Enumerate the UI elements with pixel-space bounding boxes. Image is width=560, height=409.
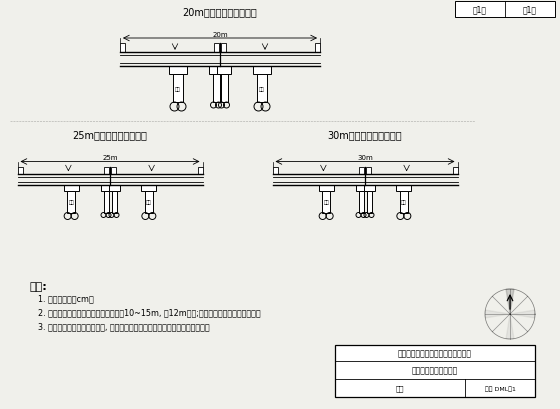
Bar <box>322 191 330 213</box>
Bar <box>315 44 320 53</box>
Bar <box>104 167 109 174</box>
Bar <box>335 345 535 397</box>
Bar <box>111 191 116 213</box>
Text: 30m: 30m <box>357 155 373 161</box>
Text: 25m箱梁断缝设置示意图: 25m箱梁断缝设置示意图 <box>73 130 147 139</box>
Bar <box>169 67 187 75</box>
Bar <box>214 44 219 53</box>
Bar <box>273 167 278 174</box>
Bar <box>366 167 371 174</box>
Text: 30m箱梁断缝设置示意图: 30m箱梁断缝设置示意图 <box>328 130 402 139</box>
Polygon shape <box>506 314 514 339</box>
Text: 25m: 25m <box>102 155 118 161</box>
Polygon shape <box>506 289 514 314</box>
Bar <box>359 167 364 174</box>
Text: 3. 变形缝采用等厚度胶板隔断, 断缝采用橡胶或沥青泥等不透水的弹性材料嵌填: 3. 变形缝采用等厚度胶板隔断, 断缝采用橡胶或沥青泥等不透水的弹性材料嵌填 <box>38 321 209 330</box>
Bar <box>400 191 408 213</box>
Text: 墩身: 墩身 <box>175 86 181 91</box>
Bar <box>363 185 375 191</box>
Text: 图号 DML图1: 图号 DML图1 <box>484 385 515 391</box>
Text: 桥梁上部结构及附属公用构造图设计: 桥梁上部结构及附属公用构造图设计 <box>398 348 472 357</box>
Bar <box>212 75 220 103</box>
Text: 20m箱梁断缝设置示意图: 20m箱梁断缝设置示意图 <box>183 7 258 17</box>
Text: 断缝墙断缝设置示意图: 断缝墙断缝设置示意图 <box>412 366 458 375</box>
Bar <box>198 167 203 174</box>
Text: 共1页: 共1页 <box>523 5 537 14</box>
Polygon shape <box>485 310 510 318</box>
Bar <box>366 191 371 213</box>
Text: 复核: 复核 <box>396 385 404 391</box>
Bar <box>104 191 109 213</box>
Text: 墩身: 墩身 <box>401 200 407 204</box>
Bar <box>120 44 125 53</box>
Bar <box>221 75 227 103</box>
Bar <box>356 185 366 191</box>
Bar <box>452 167 458 174</box>
Bar <box>358 191 363 213</box>
Text: 墩身: 墩身 <box>259 86 265 91</box>
Bar <box>173 75 183 103</box>
Text: 墩身: 墩身 <box>146 200 152 204</box>
Bar <box>109 185 119 191</box>
Text: 墩身: 墩身 <box>323 200 329 204</box>
Text: 第1页: 第1页 <box>473 5 487 14</box>
Bar <box>319 185 334 191</box>
Bar <box>396 185 412 191</box>
Bar <box>64 185 78 191</box>
Bar <box>141 185 156 191</box>
Polygon shape <box>510 310 535 318</box>
Bar <box>455 2 555 18</box>
Bar <box>111 167 116 174</box>
Bar <box>253 67 271 75</box>
Text: 20m: 20m <box>212 32 228 38</box>
Bar <box>17 167 22 174</box>
Text: 2. 连续箱梁的防撞墙的变形缝的间距为10~15m, 以12m为宜;仅在伸缩缝处的板顶设置断缝: 2. 连续箱梁的防撞墙的变形缝的间距为10~15m, 以12m为宜;仅在伸缩缝处… <box>38 307 260 316</box>
Bar <box>221 44 226 53</box>
Text: 墩身: 墩身 <box>68 200 74 204</box>
Bar <box>145 191 153 213</box>
Bar <box>67 191 75 213</box>
Bar <box>100 185 111 191</box>
Text: 说明:: 说明: <box>30 281 48 291</box>
Bar <box>209 67 223 75</box>
Text: 1. 本图尺寸均以cm计: 1. 本图尺寸均以cm计 <box>38 293 94 302</box>
Bar <box>257 75 267 103</box>
Bar <box>217 67 231 75</box>
